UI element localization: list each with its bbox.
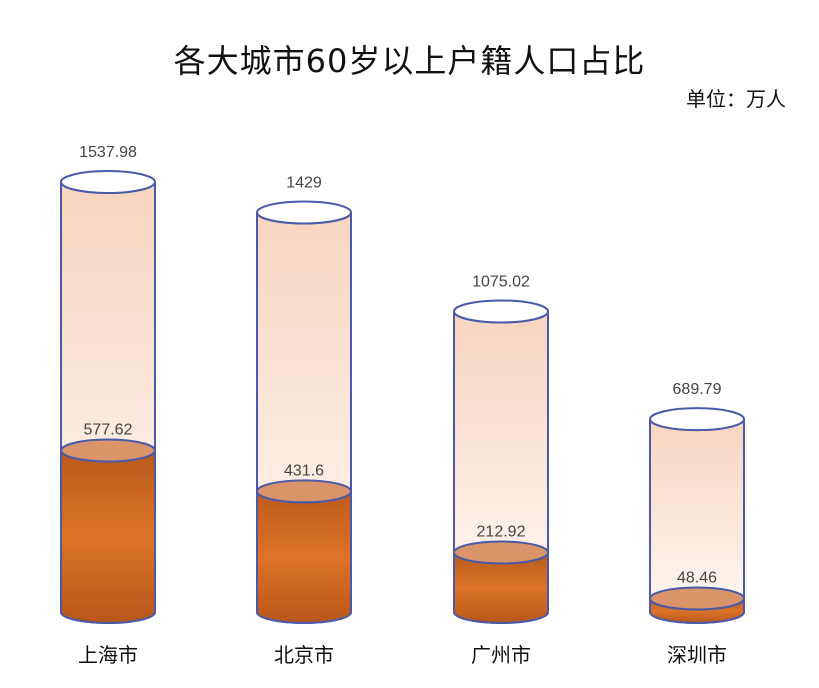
category-label-2: 广州市 [471, 643, 531, 667]
total-cylinder-top-0 [60, 170, 156, 194]
total-value-label-2: 1075.02 [472, 273, 530, 290]
part-value-label-1: 431.6 [284, 462, 324, 479]
total-value-label-3: 689.79 [673, 381, 722, 398]
part-cylinder-0 [60, 450, 156, 624]
category-label-0: 上海市 [78, 643, 138, 667]
total-value-label-1: 1429 [286, 174, 322, 191]
total-value-label-0: 1537.98 [79, 144, 137, 161]
chart-title: 各大城市60岁以上户籍人口占比 [173, 42, 646, 80]
category-label-3: 深圳市 [667, 643, 727, 667]
part-cylinder-top-2 [453, 540, 549, 565]
part-value-label-3: 48.46 [677, 569, 717, 586]
unit-label: 单位：万人 [686, 87, 786, 111]
part-cylinder-top-3 [649, 586, 745, 611]
part-value-label-0: 577.62 [84, 422, 133, 439]
part-cylinder-1 [256, 491, 352, 624]
total-cylinder-top-2 [453, 299, 549, 324]
total-cylinder-top-3 [649, 407, 745, 432]
part-cylinder-top-0 [60, 438, 156, 463]
total-cylinder-top-1 [256, 200, 352, 225]
part-cylinder-top-1 [256, 479, 352, 504]
category-label-1: 北京市 [274, 643, 334, 667]
part-value-label-2: 212.92 [477, 523, 526, 540]
